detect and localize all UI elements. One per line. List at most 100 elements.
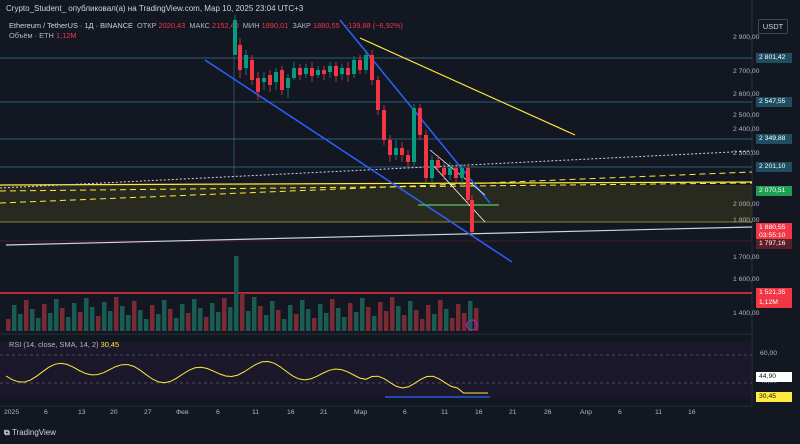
price-tick: 1 700,00 <box>733 254 760 261</box>
open-value: 2020,43 <box>158 21 186 30</box>
volume-bar <box>318 304 323 331</box>
volume-bar <box>372 316 377 331</box>
volume-bar <box>30 309 35 331</box>
rsi-label[interactable]: RSI (14, close, SMA, 14, 2) <box>9 340 99 349</box>
volume-bar <box>456 304 461 331</box>
price-label: 2 201,10 <box>756 162 792 172</box>
candle-body <box>256 78 260 92</box>
time-tick: 6 <box>44 409 48 416</box>
volume-bar <box>120 306 125 331</box>
candle-body <box>400 148 404 155</box>
candle-body <box>316 70 320 75</box>
candle-body <box>262 78 266 82</box>
volume-bar <box>438 300 443 331</box>
time-tick: Мар <box>354 409 368 416</box>
volume-bar <box>330 299 335 331</box>
volume-bar <box>24 300 29 331</box>
price-label: 03:55:10 <box>756 231 792 241</box>
candle-body <box>268 75 272 85</box>
dashed-trend-2 <box>0 182 753 192</box>
price-tick: 1 900,00 <box>733 217 760 224</box>
volume-bar <box>96 316 101 331</box>
candle-body <box>394 148 398 155</box>
volume-bar <box>282 319 287 331</box>
volume-bar <box>462 313 467 331</box>
price-tick: 2 500,00 <box>733 112 760 119</box>
open-label: ОТКР <box>137 21 157 30</box>
price-tick: 2 700,00 <box>733 68 760 75</box>
time-tick: Фев <box>176 409 189 416</box>
price-axis[interactable] <box>752 0 800 420</box>
volume-bar <box>78 312 83 331</box>
candle-body <box>280 70 284 90</box>
volume-label[interactable]: Объём · ETH <box>9 31 54 40</box>
candle-body <box>466 168 470 200</box>
price-label: 1 880,55 <box>756 223 792 233</box>
time-tick: 16 <box>287 409 295 416</box>
candle-body <box>376 80 380 110</box>
close-value: 1880,55 <box>313 21 340 30</box>
volume-bar <box>378 302 383 331</box>
footer-text: TradingView <box>11 428 56 437</box>
volume-bar <box>270 301 275 331</box>
price-tick: 2 900,00 <box>733 34 760 41</box>
volume-bar <box>408 301 413 331</box>
time-tick: 6 <box>403 409 407 416</box>
candle-body <box>328 66 332 72</box>
volume-bar <box>276 310 281 331</box>
price-label: 44,90 <box>756 372 792 382</box>
volume-bar <box>288 305 293 331</box>
candle-body <box>334 66 338 76</box>
candle-body <box>454 168 458 178</box>
candle-body <box>364 55 368 70</box>
candle-body <box>358 60 362 70</box>
candle-body <box>388 140 392 155</box>
volume-bar <box>174 318 179 331</box>
price-tick: 1 600,00 <box>733 276 760 283</box>
volume-bar <box>204 317 209 331</box>
volume-bar <box>450 318 455 331</box>
currency-button[interactable]: USDT <box>758 19 788 34</box>
price-label: 30,45 <box>756 392 792 402</box>
volume-bar <box>228 307 233 331</box>
close-label: ЗАКР <box>292 21 311 30</box>
volume-bar <box>420 319 425 331</box>
time-tick: 6 <box>618 409 622 416</box>
time-tick: 13 <box>78 409 86 416</box>
volume-bar <box>384 311 389 331</box>
volume-bar <box>162 300 167 331</box>
symbol-legend: Ethereum / TetherUS · 1Д · BINANCE ОТКР 2… <box>9 21 405 30</box>
volume-bar <box>348 303 353 331</box>
candle-body <box>274 72 278 82</box>
candle-body <box>238 45 242 70</box>
volume-bar <box>306 309 311 331</box>
volume-bar <box>432 314 437 331</box>
volume-bar <box>6 319 11 331</box>
time-tick: 21 <box>509 409 517 416</box>
candle-body <box>442 168 446 175</box>
volume-bar <box>312 318 317 331</box>
low-value: 1890,01 <box>261 21 289 30</box>
volume-bar <box>360 298 365 331</box>
publish-header: Crypto_Student_ опубликовал(а) на Tradin… <box>6 4 304 13</box>
symbol-name[interactable]: Ethereum / TetherUS · 1Д · BINANCE <box>9 21 133 30</box>
volume-bar <box>210 303 215 331</box>
channel-lower <box>204 59 513 263</box>
volume-bar <box>150 305 155 331</box>
volume-bar <box>36 318 41 331</box>
volume-bar <box>444 309 449 331</box>
volume-bar <box>90 307 95 331</box>
volume-bar <box>126 315 131 331</box>
volume-bar <box>186 313 191 331</box>
volume-bar <box>366 307 371 331</box>
rsi-band <box>0 342 752 397</box>
time-tick: 16 <box>688 409 696 416</box>
candle-body <box>310 68 314 76</box>
candle-body <box>346 68 350 75</box>
price-tick: 1 400,00 <box>733 310 760 317</box>
volume-bar <box>324 313 329 331</box>
rsi-tick: 60,00 <box>760 350 778 357</box>
time-tick: 26 <box>544 409 552 416</box>
time-tick: 16 <box>475 409 483 416</box>
